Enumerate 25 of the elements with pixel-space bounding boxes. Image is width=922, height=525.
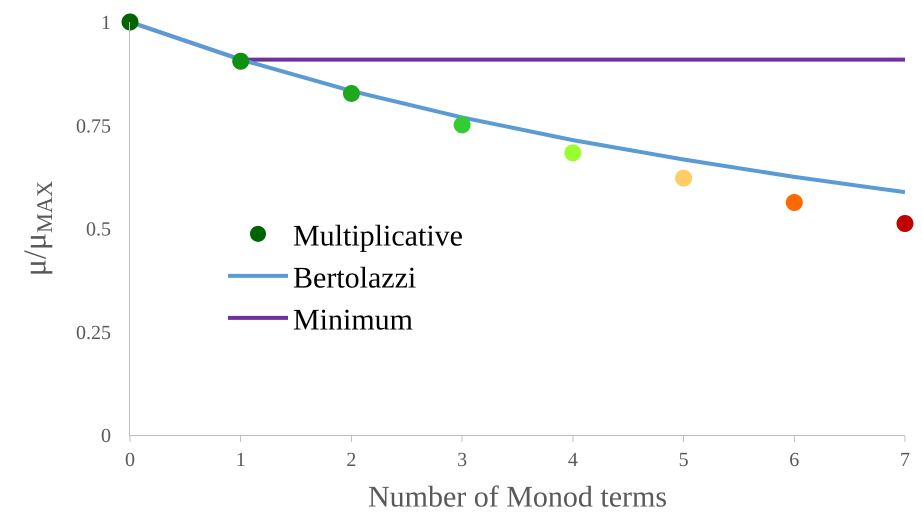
y-tick-label: 0.5 (86, 218, 111, 240)
point (896, 215, 914, 232)
x-tick-label: 7 (900, 449, 910, 471)
x-tick-label: 4 (568, 449, 578, 471)
point (454, 116, 471, 134)
x-tick-label: 0 (125, 449, 135, 471)
y-tick-label: 1 (101, 12, 111, 34)
legend-label: Bertolazzi (293, 262, 416, 295)
point (232, 52, 250, 70)
x-tick-label: 1 (236, 449, 246, 471)
x-tick-label: 5 (678, 449, 689, 471)
y-tick-label: 0.25 (76, 322, 111, 344)
y-tick-label: 0 (101, 425, 111, 447)
point (786, 194, 803, 211)
x-tick-label: 2 (346, 449, 356, 471)
point (122, 14, 138, 30)
point (342, 84, 360, 102)
x-axis-title: Number of Monod terms (368, 480, 668, 514)
point (675, 170, 692, 187)
x-tick-label: 6 (789, 449, 800, 471)
y-tick-label: 0.75 (76, 115, 111, 138)
legend-label: Multiplicative (293, 220, 463, 253)
legend-label: Minimum (293, 304, 414, 337)
point (564, 144, 582, 162)
x-tick-label: 3 (457, 449, 468, 471)
